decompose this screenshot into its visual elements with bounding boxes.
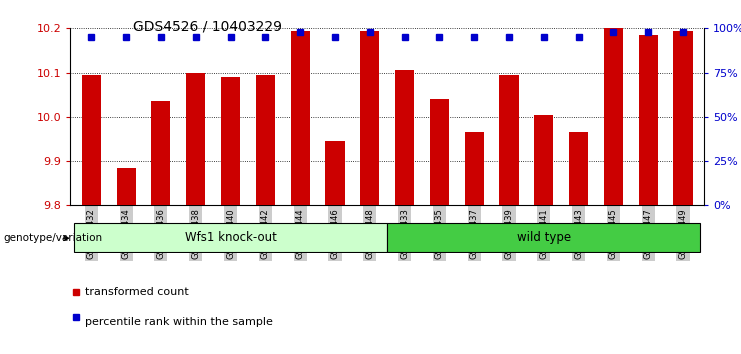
Bar bbox=[534, 115, 554, 205]
Bar bbox=[186, 73, 205, 205]
Text: wild type: wild type bbox=[516, 231, 571, 244]
Bar bbox=[256, 75, 275, 205]
Bar bbox=[395, 70, 414, 205]
Bar bbox=[674, 30, 693, 205]
Bar bbox=[499, 75, 519, 205]
Bar bbox=[290, 30, 310, 205]
FancyBboxPatch shape bbox=[387, 223, 700, 251]
Bar bbox=[221, 77, 240, 205]
FancyBboxPatch shape bbox=[74, 223, 387, 251]
Text: percentile rank within the sample: percentile rank within the sample bbox=[85, 317, 273, 327]
Bar bbox=[325, 141, 345, 205]
Bar bbox=[604, 28, 623, 205]
Bar bbox=[116, 168, 136, 205]
Bar bbox=[569, 132, 588, 205]
Bar bbox=[82, 75, 101, 205]
Bar bbox=[465, 132, 484, 205]
Bar bbox=[151, 101, 170, 205]
Bar bbox=[360, 30, 379, 205]
Text: transformed count: transformed count bbox=[85, 287, 189, 297]
Text: genotype/variation: genotype/variation bbox=[4, 233, 103, 243]
Text: Wfs1 knock-out: Wfs1 knock-out bbox=[185, 231, 276, 244]
Bar bbox=[430, 99, 449, 205]
Bar bbox=[639, 35, 658, 205]
Text: GDS4526 / 10403229: GDS4526 / 10403229 bbox=[133, 19, 282, 34]
